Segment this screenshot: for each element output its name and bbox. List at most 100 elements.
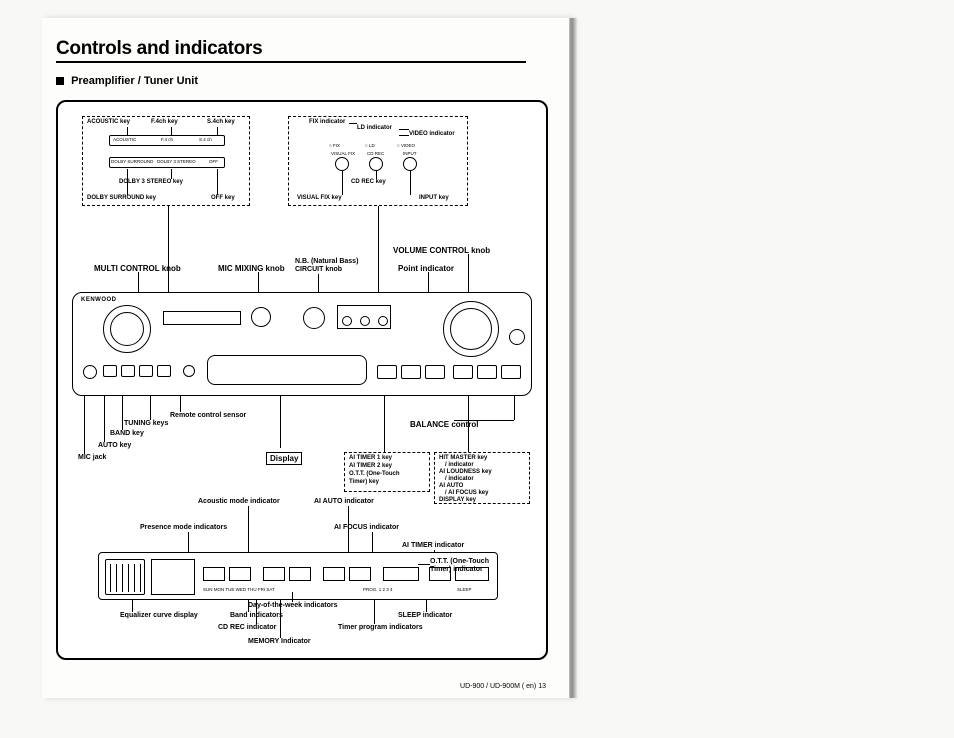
label-timerprog: Timer program indicators bbox=[338, 624, 423, 631]
btn-input-icon bbox=[403, 157, 417, 171]
tuning-up-button bbox=[157, 365, 171, 377]
label-memory: MEMORY Indicator bbox=[248, 638, 311, 645]
label-nb1: N.B. (Natural Bass) bbox=[295, 258, 358, 265]
mode-box bbox=[151, 559, 195, 595]
txt-ds: DOLBY SURROUND bbox=[111, 159, 153, 164]
label-ott2: Timer) indicator bbox=[430, 566, 483, 573]
balance-control-knob bbox=[509, 329, 525, 345]
label-sleep: SLEEP indicator bbox=[398, 612, 452, 619]
ind-3 bbox=[263, 567, 285, 581]
label-acoustic-key: ACOUSTIC key bbox=[87, 119, 130, 125]
label-fix-ind: FIX indicator bbox=[309, 119, 345, 125]
label-auto: AUTO key bbox=[98, 442, 131, 449]
key-ott bbox=[425, 365, 445, 379]
key-ailoud bbox=[477, 365, 497, 379]
page: Controls and indicators Preamplifier / T… bbox=[0, 0, 954, 738]
document-sheet: Controls and indicators Preamplifier / T… bbox=[42, 18, 572, 698]
ind-5 bbox=[323, 567, 345, 581]
auto-button bbox=[103, 365, 117, 377]
label-nb2: CIRCUIT knob bbox=[295, 266, 342, 273]
txt-old: ○ LD bbox=[365, 143, 375, 148]
rg-hitb: / indicator bbox=[445, 462, 474, 468]
label-s4ch-key: S.4ch key bbox=[207, 119, 235, 125]
label-remote: Remote control sensor bbox=[170, 412, 246, 419]
label-ds-key: DOLBY SURROUND key bbox=[87, 195, 156, 201]
volume-control-knob bbox=[443, 301, 499, 357]
txt-s4: S.4 ch bbox=[199, 137, 212, 142]
section-text: Preamplifier / Tuner Unit bbox=[71, 75, 198, 87]
label-aitimer: AI TIMER indicator bbox=[402, 542, 464, 549]
t1: VISUAL FIX bbox=[331, 151, 355, 156]
callout-box-indicators: FIX indicator LD indicator VIDEO indicat… bbox=[288, 116, 468, 206]
display-box: Display bbox=[266, 448, 302, 466]
key-display bbox=[501, 365, 521, 379]
label-display: Display bbox=[266, 452, 302, 465]
txt-acoustic: ACOUSTIC bbox=[113, 137, 136, 142]
callout-box-right-keys: HIT MASTER key / indicator AI LOUDNESS k… bbox=[434, 452, 530, 504]
page-title: Controls and indicators bbox=[56, 38, 556, 60]
eq-curve-box bbox=[105, 559, 145, 595]
ind-4 bbox=[289, 567, 311, 581]
rg-ailb: / indicator bbox=[445, 476, 474, 482]
band-button bbox=[121, 365, 135, 377]
ind-2 bbox=[229, 567, 251, 581]
label-d3s-key: DOLBY 3 STEREO key bbox=[119, 179, 183, 185]
label-eq: Equalizer curve display bbox=[120, 612, 198, 619]
txt-ovideo: ○ VIDEO bbox=[397, 143, 415, 148]
label-visualfix-key: VISUAL FIX key bbox=[297, 195, 342, 201]
footer-text: UD-900 / UD-900M ( en) 13 bbox=[460, 683, 546, 690]
label-video-ind: VIDEO indicator bbox=[409, 131, 455, 137]
indicator-panel bbox=[337, 305, 391, 329]
key-hit bbox=[453, 365, 473, 379]
rg-ail: AI LOUDNESS key bbox=[439, 469, 492, 475]
key-ai1 bbox=[377, 365, 397, 379]
mode-strip bbox=[163, 311, 241, 325]
callout-box-acoustic-keys: ACOUSTIC key F.4ch key S.4ch key ACOUSTI… bbox=[82, 116, 250, 206]
label-point: Point indicator bbox=[398, 264, 454, 273]
preamp-tuner-unit: KENWOOD bbox=[72, 292, 532, 396]
display-window bbox=[207, 355, 367, 385]
page-edge-shadow bbox=[572, 18, 578, 698]
label-band: BAND key bbox=[110, 430, 144, 437]
lg-ott1: O.T.T. (One-Touch bbox=[349, 471, 400, 477]
ind-6 bbox=[349, 567, 371, 581]
tuning-down-button bbox=[139, 365, 153, 377]
txt-f4: F.4 ch bbox=[161, 137, 173, 142]
lg-ott2: Timer) key bbox=[349, 479, 379, 485]
rg-aiab: / AI FOCUS key bbox=[445, 490, 488, 496]
rg-disp: DISPLAY key bbox=[439, 497, 476, 503]
btn-cdrec-icon bbox=[369, 157, 383, 171]
label-f4ch-key: F.4ch key bbox=[151, 119, 178, 125]
label-cdrec-key: CD REC key bbox=[351, 179, 386, 185]
rg-hit: HIT MASTER key bbox=[439, 455, 487, 461]
nb-circuit-knob bbox=[303, 307, 325, 329]
title-rule bbox=[56, 61, 526, 63]
section-heading: Preamplifier / Tuner Unit bbox=[56, 75, 556, 87]
brand-label: KENWOOD bbox=[81, 297, 117, 303]
mic-mixing-knob bbox=[251, 307, 271, 327]
rg-aia: AI AUTO bbox=[439, 483, 463, 489]
label-aiauto: AI AUTO indicator bbox=[314, 498, 374, 505]
txt-off: OFF bbox=[209, 159, 218, 164]
mic-jack bbox=[83, 365, 97, 379]
label-input-key: INPUT key bbox=[419, 195, 449, 201]
multi-control-knob bbox=[103, 305, 151, 353]
btn-visualfix-icon bbox=[335, 157, 349, 171]
label-ott1: O.T.T. (One-Touch bbox=[430, 558, 489, 565]
label-aifocus: AI FOCUS indicator bbox=[334, 524, 399, 531]
label-micjack: MIC jack bbox=[78, 454, 106, 461]
ind-1 bbox=[203, 567, 225, 581]
label-volume-knob: VOLUME CONTROL knob bbox=[393, 246, 490, 255]
content-header: Controls and indicators Preamplifier / T… bbox=[56, 38, 556, 87]
lg-ai1: AI TIMER 1 key bbox=[349, 455, 392, 461]
label-presence: Presence mode indicators bbox=[140, 524, 227, 531]
callout-box-timer-keys: AI TIMER 1 key AI TIMER 2 key O.T.T. (On… bbox=[344, 452, 430, 492]
label-cdrec: CD REC indicator bbox=[218, 624, 276, 631]
label-tuning: TUNING keys bbox=[124, 420, 168, 427]
label-mic-knob: MIC MIXING knob bbox=[218, 264, 285, 273]
square-bullet-icon bbox=[56, 77, 64, 85]
remote-sensor bbox=[183, 365, 195, 377]
page-footer: UD-900 / UD-900M ( en) 13 bbox=[460, 683, 546, 690]
txt-d3: DOLBY 3 STEREO bbox=[157, 159, 196, 164]
label-dow: Day-of-the-week indicators bbox=[248, 602, 337, 609]
